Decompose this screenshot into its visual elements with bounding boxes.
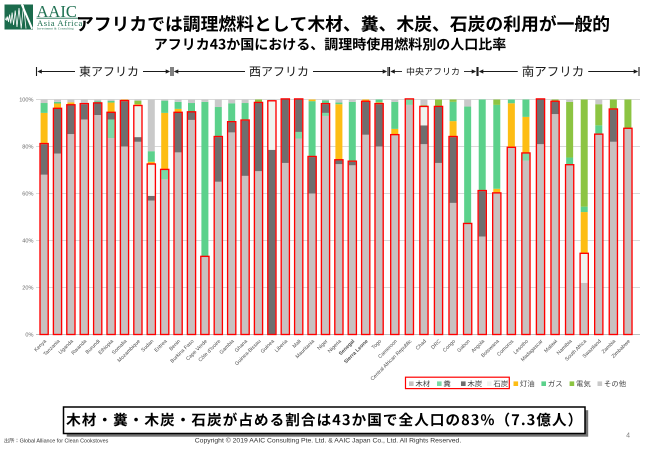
svg-text:4: 4 — [626, 433, 630, 440]
svg-text:80%: 80% — [22, 145, 33, 151]
svg-text:20%: 20% — [22, 286, 33, 292]
svg-text:100%: 100% — [19, 98, 33, 104]
svg-text:0%: 0% — [25, 333, 33, 339]
svg-text:Copyright © 2019 AAIC Consulti: Copyright © 2019 AAIC Consulting Pte. Lt… — [195, 437, 462, 445]
svg-text:Investment & Consulting: Investment & Consulting — [37, 27, 74, 31]
svg-text:Global Alliance for Clean Cook: Global Alliance for Clean Cookstoves — [20, 439, 109, 445]
svg-text:60%: 60% — [22, 192, 33, 198]
svg-text:Mali: Mali — [292, 339, 303, 350]
svg-text:Asia Africa: Asia Africa — [37, 18, 83, 28]
svg-text:AAIC: AAIC — [37, 2, 77, 21]
svg-text:40%: 40% — [22, 239, 33, 245]
